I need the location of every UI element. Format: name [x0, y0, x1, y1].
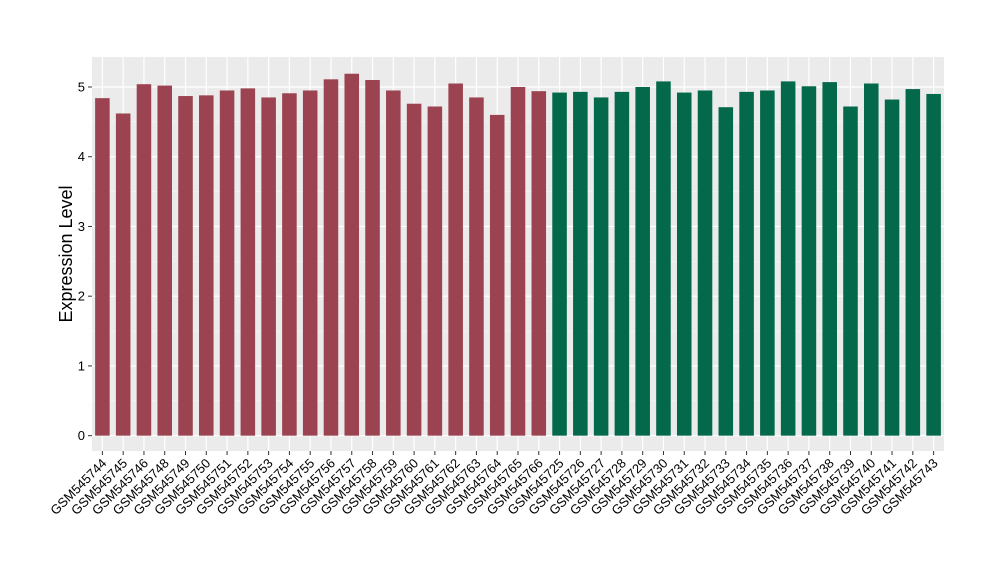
bar-GSM545734 — [739, 91, 754, 436]
y-tick-label: 2 — [78, 289, 85, 304]
x-axis: GSM545744GSM545745GSM545746GSM545748GSM5… — [47, 451, 941, 518]
bar-GSM545753 — [261, 97, 276, 436]
bar-GSM545742 — [905, 89, 921, 436]
bar-GSM545765 — [510, 86, 526, 436]
bar-GSM545730 — [656, 81, 671, 436]
bar-GSM545758 — [365, 80, 380, 436]
bar-GSM545745 — [115, 113, 131, 436]
bar-GSM545726 — [573, 91, 588, 436]
bar-GSM545760 — [406, 103, 422, 436]
bar-GSM545732 — [697, 90, 713, 436]
bar-GSM545749 — [178, 96, 193, 436]
bar-GSM545761 — [427, 106, 443, 436]
y-tick-label: 3 — [78, 219, 85, 234]
bar-GSM545727 — [593, 97, 609, 436]
y-tick-label: 4 — [78, 149, 85, 164]
bar-GSM545764 — [489, 114, 505, 436]
bar-GSM545738 — [822, 82, 837, 436]
bar-GSM545728 — [614, 91, 630, 436]
bar-GSM545731 — [676, 92, 692, 436]
y-tick-label: 5 — [78, 79, 85, 94]
y-tick-label: 0 — [78, 428, 85, 443]
bar-GSM545750 — [199, 95, 214, 436]
bar-GSM545733 — [718, 107, 734, 436]
bar-GSM545755 — [302, 90, 318, 436]
bar-GSM545756 — [323, 79, 339, 436]
bar-GSM545725 — [552, 92, 567, 436]
bar-GSM545729 — [635, 86, 650, 436]
bars — [95, 73, 941, 436]
y-axis-title: Expression Level — [56, 185, 76, 322]
bar-GSM545737 — [801, 86, 817, 436]
bar-GSM545740 — [863, 83, 879, 436]
bar-GSM545762 — [448, 83, 463, 436]
bar-GSM545748 — [157, 85, 173, 436]
bar-GSM545741 — [884, 99, 900, 436]
bar-GSM545763 — [469, 97, 484, 436]
bar-GSM545739 — [843, 106, 858, 436]
bar-GSM545759 — [386, 90, 401, 436]
y-axis: 0 1 2 3 4 5 — [78, 79, 92, 443]
bar-GSM545743 — [926, 93, 941, 436]
bar-GSM545736 — [780, 81, 796, 436]
bar-GSM545746 — [136, 84, 152, 436]
bar-GSM545744 — [95, 98, 110, 436]
bar-GSM545754 — [282, 93, 297, 436]
bar-GSM545757 — [344, 73, 360, 436]
y-tick-label: 1 — [78, 358, 85, 373]
bar-GSM545751 — [219, 90, 235, 436]
bar-GSM545735 — [760, 90, 775, 436]
bar-GSM545752 — [240, 88, 256, 436]
bar-GSM545766 — [531, 91, 547, 436]
